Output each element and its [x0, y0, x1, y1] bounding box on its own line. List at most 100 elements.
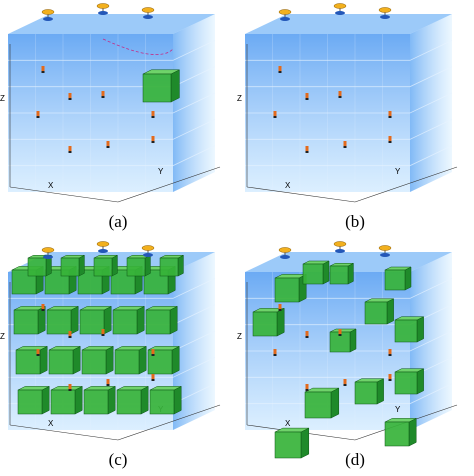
sensor-node — [68, 146, 72, 152]
sensor-node — [36, 111, 40, 117]
green-block-front — [27, 257, 47, 277]
sensor-node-base — [36, 116, 40, 118]
x-axis-label: X — [48, 419, 54, 428]
layer-line — [245, 92, 453, 114]
y-axis — [117, 166, 221, 203]
sensor-node-base — [278, 309, 282, 311]
buoy-top — [278, 9, 292, 15]
sensor-node-base — [338, 334, 342, 336]
sensor-node-base — [68, 389, 72, 391]
buoy-top — [278, 247, 292, 253]
y-axis — [354, 166, 458, 203]
sensor-node — [388, 111, 392, 117]
sensor-node — [343, 379, 347, 385]
layer-line — [245, 118, 453, 140]
buoy-top — [96, 241, 110, 247]
green-block-side — [171, 345, 180, 375]
sensor-node-base — [305, 98, 309, 100]
sensor-node-base — [68, 336, 72, 338]
buoy-base — [380, 15, 390, 19]
green-block-side — [105, 345, 114, 375]
y-axis-label: Y — [395, 167, 401, 176]
sensor-node — [305, 384, 309, 390]
buoy-base — [280, 255, 290, 259]
green-block-side — [170, 69, 180, 103]
layer-line — [8, 39, 216, 61]
x-axis-label: X — [285, 419, 291, 428]
sensor-node — [151, 136, 155, 142]
green-block-front — [142, 73, 172, 103]
layer-line — [245, 383, 453, 405]
green-block-side — [322, 260, 330, 285]
green-block-front — [126, 257, 146, 277]
green-block-side — [107, 385, 116, 415]
sensor-node — [151, 374, 155, 380]
sensor-node-base — [106, 384, 110, 386]
green-block-side — [349, 328, 357, 353]
green-block-front — [329, 265, 349, 285]
green-block-front — [274, 431, 302, 459]
green-block-side — [408, 417, 417, 447]
green-block-front — [15, 349, 41, 375]
sensor-node-base — [338, 96, 342, 98]
sensor-node-base — [273, 354, 277, 356]
green-block-front — [364, 301, 388, 325]
panel: Z X Y (a) — [0, 3, 221, 231]
cube-top — [8, 14, 215, 34]
green-block-side — [404, 266, 412, 291]
green-block-side — [376, 378, 384, 405]
green-block-front — [354, 381, 378, 405]
sensor-node — [68, 384, 72, 390]
green-block-front — [81, 349, 107, 375]
sensor-node — [273, 111, 277, 117]
x-axis-label: X — [48, 181, 54, 190]
green-block-front — [116, 389, 142, 415]
buoy-top — [333, 3, 347, 9]
panel-caption: (c) — [109, 450, 128, 469]
x-axis-label: X — [285, 181, 291, 190]
green-block-front — [394, 371, 418, 395]
sensor-node — [305, 93, 309, 99]
sensor-node — [278, 304, 282, 310]
layer-line — [245, 66, 453, 88]
sensor-node — [305, 331, 309, 337]
sensor-node — [273, 349, 277, 355]
sensor-node-base — [273, 116, 277, 118]
z-axis-label: Z — [0, 332, 5, 341]
sensor-node — [106, 141, 110, 147]
green-block-side — [41, 385, 50, 415]
buoy-top — [141, 7, 155, 13]
sensor-node — [106, 379, 110, 385]
sensor-node — [151, 349, 155, 355]
green-block-front — [384, 269, 406, 291]
green-block-side — [138, 345, 147, 375]
panel-caption: (d) — [345, 450, 365, 469]
green-block-front — [17, 389, 43, 415]
sensor-node-base — [41, 309, 45, 311]
buoy-base — [43, 17, 53, 21]
buoy-base — [98, 11, 108, 15]
green-block-front — [48, 349, 74, 375]
green-block-front — [145, 309, 171, 335]
z-axis-label: Z — [237, 94, 242, 103]
green-block-front — [79, 309, 105, 335]
green-block-front — [112, 309, 138, 335]
green-block-side — [177, 254, 184, 277]
z-axis-label: Z — [0, 94, 5, 103]
green-block-front — [50, 389, 76, 415]
x-axis — [9, 186, 119, 203]
layer-line — [8, 118, 216, 140]
buoy-base — [380, 253, 390, 257]
panel: Z X Y (d) — [237, 241, 458, 469]
y-axis-label: Y — [158, 167, 164, 176]
sensor-node — [68, 93, 72, 99]
sensor-node-base — [101, 96, 105, 98]
sensor-node-base — [305, 389, 309, 391]
sensor-node — [36, 349, 40, 355]
layer-line — [245, 330, 453, 352]
layer-line — [245, 39, 453, 61]
sensor-node-base — [388, 116, 392, 118]
sensor-node — [278, 66, 282, 72]
green-block-side — [39, 345, 48, 375]
green-block-side — [74, 385, 83, 415]
